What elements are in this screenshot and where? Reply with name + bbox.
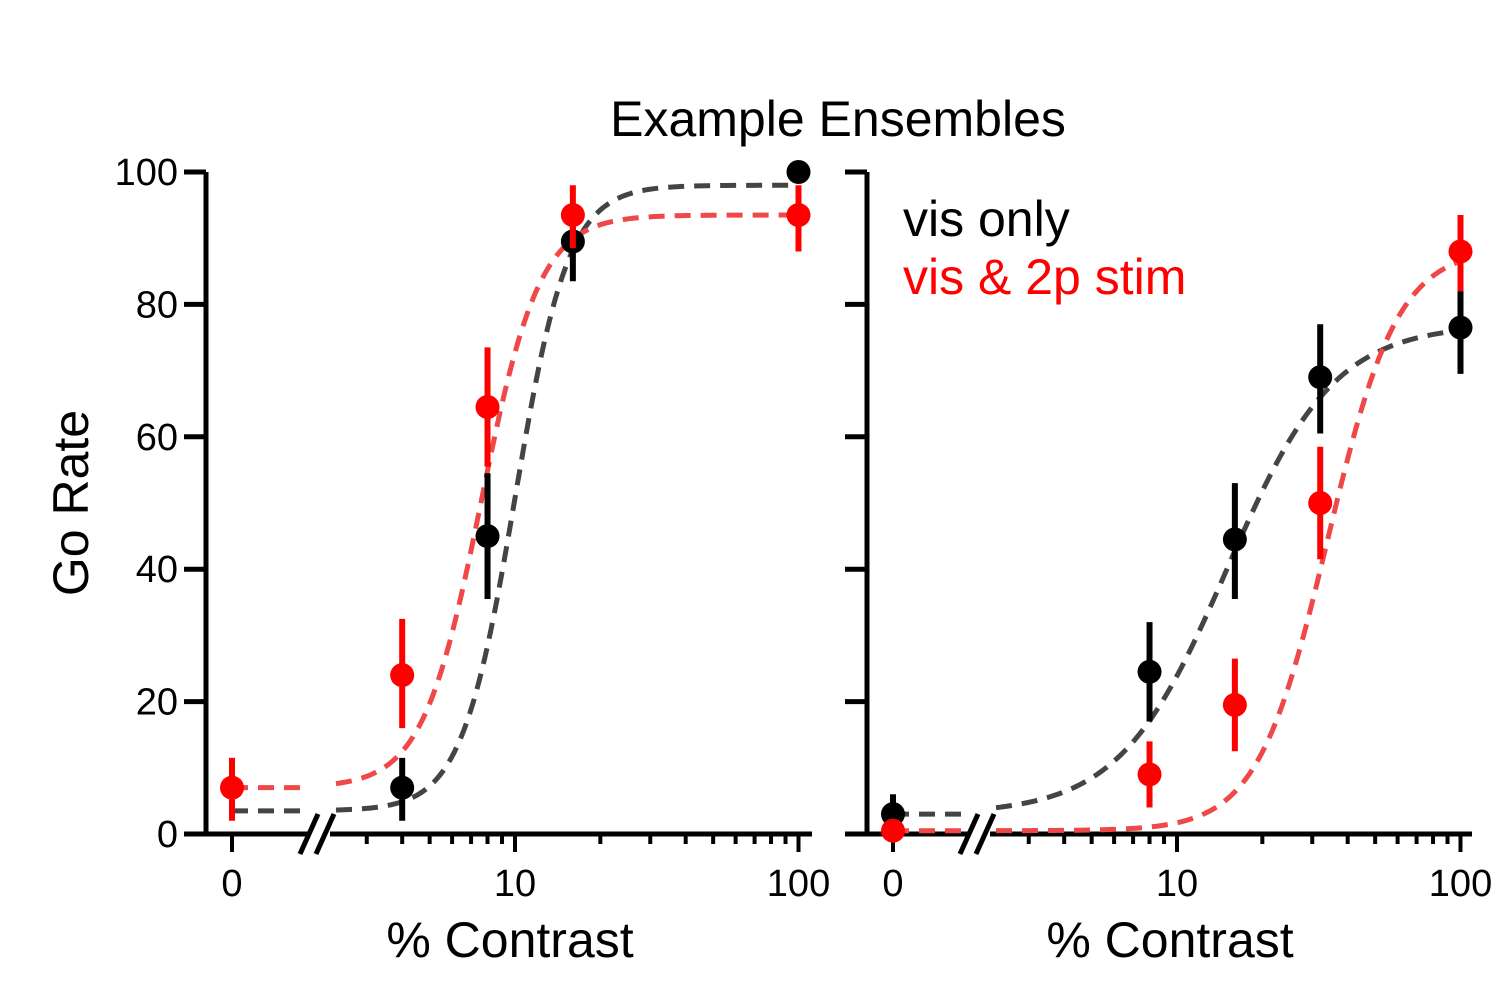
- y-tick-label: 40: [136, 549, 178, 591]
- legend: vis only vis & 2p stim: [903, 191, 1186, 305]
- axis-break-mark: [297, 812, 321, 856]
- right-panel: 0 10 100 % Contrast: [845, 169, 1492, 968]
- data-point-vis-stim: [560, 203, 585, 228]
- x-tick-label: 100: [1429, 863, 1492, 905]
- x-tick-label: 10: [1156, 863, 1198, 905]
- data-point-vis-only: [1308, 365, 1333, 390]
- data-point-vis-only: [786, 160, 811, 184]
- x-tick-label: 10: [494, 863, 536, 905]
- data-point-vis-only: [390, 775, 415, 800]
- data-point-vis-only: [475, 524, 500, 549]
- y-tick-label: 20: [136, 682, 178, 724]
- legend-entry-vis-only: vis only: [903, 191, 1070, 247]
- data-point-vis-stim: [220, 775, 244, 800]
- y-tick-label: 60: [136, 417, 178, 459]
- data-point-vis-stim: [475, 395, 500, 420]
- x-tick-label: 100: [767, 863, 830, 905]
- right-panel-axes: 0 10 100: [845, 169, 1492, 905]
- figure-title: Example Ensembles: [610, 91, 1066, 147]
- y-axis-label: Go Rate: [43, 410, 99, 596]
- axis-break-mark: [313, 812, 337, 856]
- left-panel-axes: 0 20 40 60 80 100 0 10 100: [115, 152, 831, 905]
- x-tick-label: 0: [882, 863, 903, 905]
- fit-curve-vis-only: [893, 327, 1461, 817]
- data-point-vis-stim: [1137, 762, 1162, 787]
- left-panel: 0 20 40 60 80 100 0 10 100 % Contrast: [115, 152, 831, 968]
- data-point-vis-only: [1222, 527, 1247, 552]
- data-point-vis-stim: [1448, 239, 1473, 264]
- data-point-vis-only: [1137, 659, 1162, 684]
- left-panel-fits: [232, 182, 798, 814]
- right-x-axis-label: % Contrast: [1046, 912, 1293, 968]
- data-point-vis-stim: [390, 663, 415, 688]
- data-point-vis-stim: [786, 203, 811, 228]
- fit-curve-vis-stim: [893, 259, 1461, 834]
- y-tick-label: 80: [136, 284, 178, 326]
- right-panel-fits: [893, 259, 1461, 834]
- data-point-vis-only: [1448, 315, 1473, 340]
- left-panel-points: [220, 160, 811, 821]
- right-panel-points: [881, 215, 1473, 843]
- data-point-vis-stim: [1308, 491, 1333, 515]
- data-point-vis-stim: [881, 818, 905, 843]
- y-tick-label: 100: [115, 152, 178, 194]
- legend-entry-vis-stim: vis & 2p stim: [903, 249, 1186, 305]
- data-point-vis-only: [881, 802, 905, 827]
- axis-break-mark: [973, 812, 997, 856]
- left-x-axis-label: % Contrast: [386, 912, 633, 968]
- axis-break-mark: [957, 812, 981, 856]
- data-point-vis-stim: [1222, 692, 1247, 717]
- y-tick-label: 0: [157, 814, 178, 856]
- fit-curve-vis-only: [232, 182, 798, 814]
- x-tick-label: 0: [221, 863, 242, 905]
